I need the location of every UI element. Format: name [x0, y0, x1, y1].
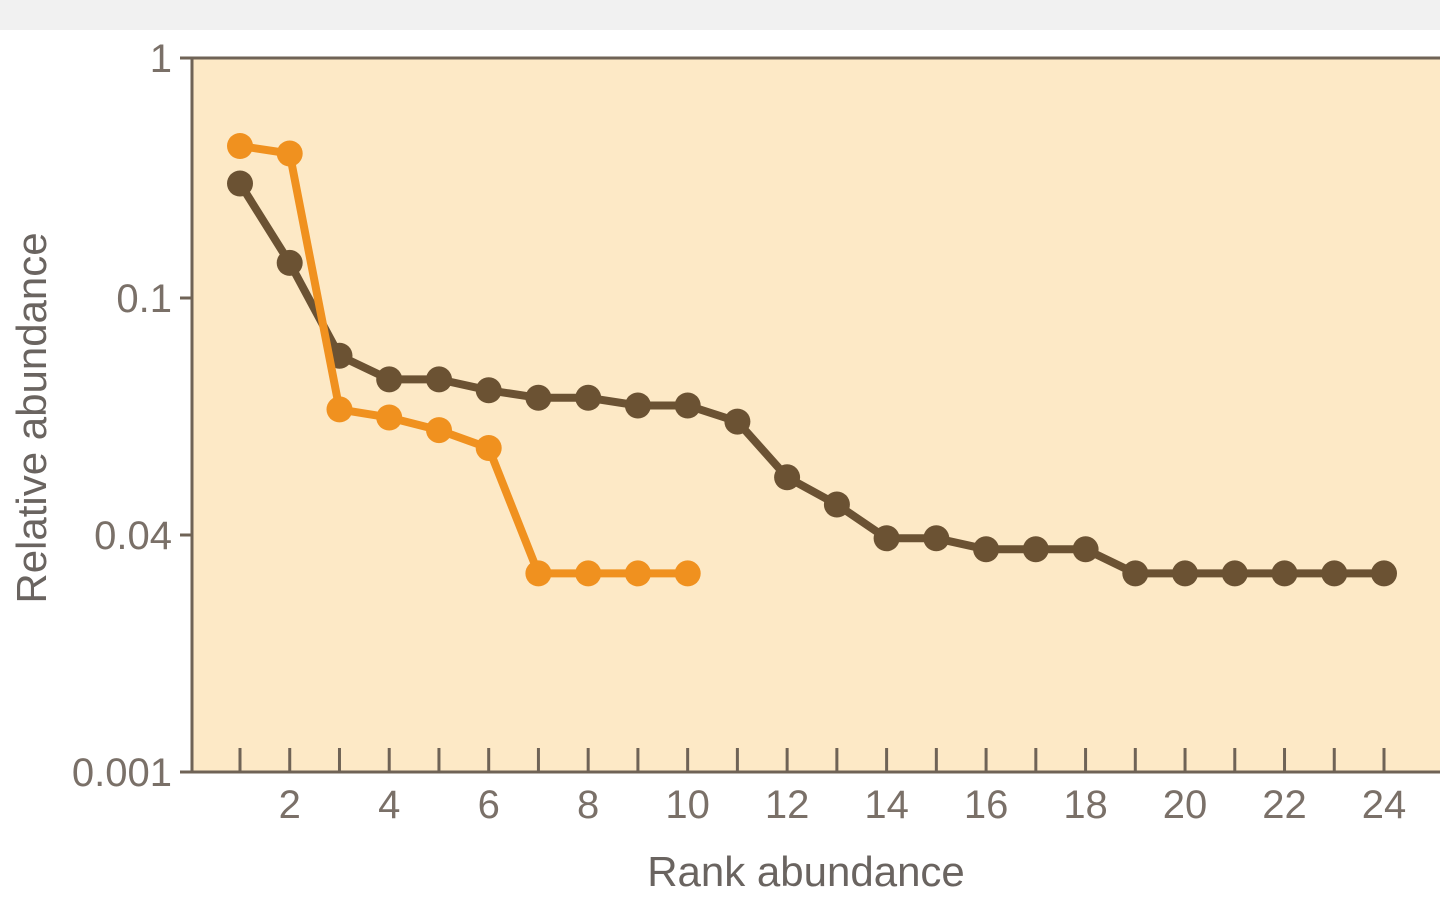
data-point	[1072, 536, 1099, 563]
data-point	[1371, 560, 1397, 587]
x-tick-label: 10	[665, 783, 710, 827]
data-point	[624, 560, 651, 587]
data-point	[823, 491, 850, 518]
y-axis-label: Relative abundance	[8, 232, 55, 603]
data-point	[575, 560, 602, 587]
x-tick-label: 22	[1262, 783, 1307, 827]
y-tick-label: 0.001	[72, 751, 172, 795]
data-point	[873, 525, 900, 552]
x-tick-label: 2	[279, 783, 301, 827]
data-point	[774, 464, 801, 491]
top-banner	[0, 0, 1440, 30]
data-point	[724, 408, 751, 435]
series-1	[227, 170, 1397, 587]
data-point	[426, 417, 452, 444]
data-point	[475, 435, 502, 461]
y-tick-label: 0.04	[94, 514, 172, 558]
data-point	[1022, 536, 1049, 563]
data-point	[1122, 560, 1149, 587]
data-point	[923, 525, 950, 552]
x-tick-label: 6	[478, 783, 500, 827]
data-point	[326, 396, 353, 423]
data-point	[624, 392, 651, 419]
x-axis-label: Rank abundance	[647, 848, 965, 893]
data-point	[276, 249, 303, 276]
data-point	[227, 133, 253, 159]
x-tick-label: 14	[864, 783, 909, 827]
x-tick-label: 4	[378, 783, 400, 827]
x-tick-label: 16	[964, 783, 1009, 827]
data-point	[227, 170, 253, 197]
data-point	[426, 366, 452, 393]
data-point	[525, 560, 552, 587]
data-point	[1271, 560, 1298, 587]
data-point	[973, 536, 1000, 563]
series-2	[227, 133, 701, 587]
y-tick-label: 0.1	[116, 277, 172, 321]
x-tick-label: 12	[765, 783, 810, 827]
data-point	[276, 140, 303, 167]
data-point	[575, 384, 602, 411]
x-tick-label: 18	[1063, 783, 1108, 827]
x-tick-label: 8	[577, 783, 599, 827]
data-point	[1172, 560, 1198, 587]
data-point	[525, 384, 552, 411]
data-point	[475, 377, 502, 404]
data-point	[674, 392, 701, 419]
data-point	[376, 404, 403, 431]
x-tick-label: 20	[1163, 783, 1208, 827]
data-point	[1321, 560, 1348, 587]
series-2-line	[239, 142, 688, 578]
x-tick-label: 24	[1362, 783, 1407, 827]
y-tick-label: 1	[150, 37, 172, 81]
series-layer	[227, 133, 1397, 587]
data-point	[376, 366, 403, 393]
data-point	[1221, 560, 1248, 587]
data-point	[674, 560, 701, 587]
